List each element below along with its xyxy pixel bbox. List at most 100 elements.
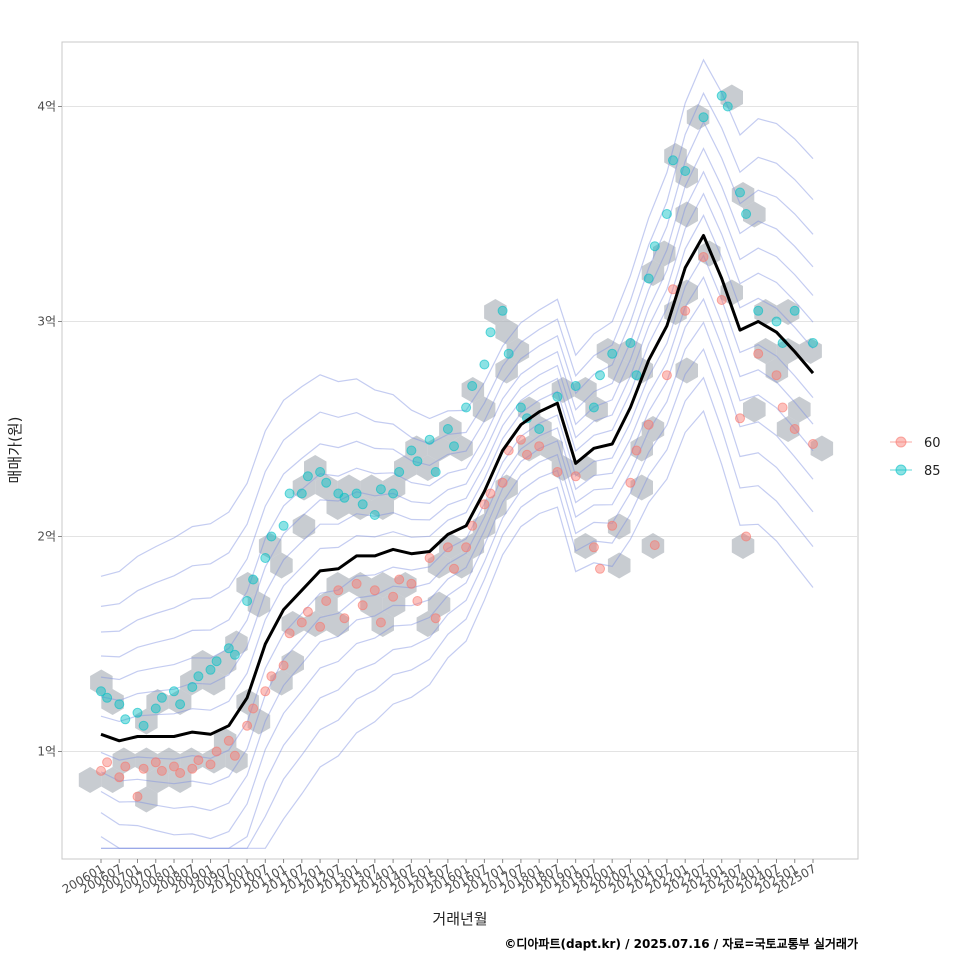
data-point-60 xyxy=(120,761,131,772)
data-point-60 xyxy=(631,445,642,456)
data-point-85 xyxy=(120,714,131,725)
data-point-85 xyxy=(461,402,472,413)
hex-bin xyxy=(743,201,766,228)
data-point-60 xyxy=(156,765,167,776)
data-point-60 xyxy=(479,499,490,510)
data-point-85 xyxy=(150,703,161,714)
data-point-85 xyxy=(296,488,307,499)
data-point-85 xyxy=(138,720,149,731)
data-point-60 xyxy=(260,686,271,697)
data-point-85 xyxy=(722,101,733,112)
density-contour xyxy=(100,297,814,812)
hex-bin xyxy=(585,396,608,423)
data-point-85 xyxy=(735,187,745,198)
hex-bin xyxy=(371,611,394,637)
data-point-85 xyxy=(114,699,125,710)
hex-bin xyxy=(495,357,518,384)
density-contours xyxy=(100,58,814,849)
data-point-85 xyxy=(741,209,752,219)
data-point-60 xyxy=(339,613,350,624)
data-point-60 xyxy=(150,757,161,768)
data-point-60 xyxy=(661,370,672,381)
data-point-85 xyxy=(668,155,678,166)
data-point-85 xyxy=(442,424,453,434)
data-point-60 xyxy=(266,671,277,682)
data-point-85 xyxy=(771,316,782,327)
hex-bin xyxy=(315,591,338,618)
hex-bin xyxy=(495,318,518,345)
hex-bin xyxy=(326,494,349,520)
data-point-60 xyxy=(229,750,240,761)
data-point-60 xyxy=(741,531,752,542)
data-point-60 xyxy=(534,441,545,452)
hex-bin xyxy=(472,513,496,540)
data-point-60 xyxy=(412,596,423,606)
density-contour xyxy=(100,170,814,681)
density-contour xyxy=(100,120,814,633)
hex-bin xyxy=(776,416,800,442)
data-point-85 xyxy=(248,574,259,585)
data-point-85 xyxy=(449,441,459,452)
density-contour xyxy=(100,91,814,607)
data-point-85 xyxy=(242,596,253,606)
data-point-85 xyxy=(625,338,636,348)
density-contour xyxy=(101,376,814,849)
data-point-60 xyxy=(333,585,344,596)
data-point-85 xyxy=(169,686,179,697)
data-point-85 xyxy=(588,402,599,413)
trend-line xyxy=(100,234,815,743)
data-point-85 xyxy=(552,391,563,402)
hex-bin xyxy=(371,572,394,598)
legend-label-85: 85 xyxy=(924,464,941,479)
hex-bin xyxy=(731,533,755,559)
data-point-60 xyxy=(461,542,472,553)
data-point-60 xyxy=(211,746,222,757)
data-point-85 xyxy=(680,166,691,176)
data-point-60 xyxy=(430,613,441,624)
data-point-85 xyxy=(753,305,764,316)
data-point-85 xyxy=(430,467,441,477)
hex-bin xyxy=(247,708,271,735)
data-point-85 xyxy=(467,381,478,391)
data-point-60 xyxy=(394,574,405,585)
hex-bin xyxy=(394,455,417,481)
data-point-60 xyxy=(223,735,234,746)
data-point-85 xyxy=(315,467,326,477)
hex-bin xyxy=(360,591,383,618)
data-point-85 xyxy=(375,484,386,495)
data-point-60 xyxy=(552,467,563,477)
data-point-60 xyxy=(357,600,368,611)
hex-bin xyxy=(202,669,226,696)
hex-bin xyxy=(225,630,248,657)
data-point-85 xyxy=(193,671,204,682)
data-point-60 xyxy=(296,617,307,628)
data-point-85 xyxy=(515,402,526,413)
trend-line-group xyxy=(100,234,815,743)
data-point-60 xyxy=(497,477,508,488)
y-tick-label: 2억 xyxy=(37,530,56,544)
data-point-85 xyxy=(631,370,642,381)
data-point-85 xyxy=(321,477,332,488)
hex-bin xyxy=(776,299,800,325)
hex-bin xyxy=(349,572,372,598)
hex-bin xyxy=(810,435,834,462)
hex-bin xyxy=(607,513,631,540)
data-point-85 xyxy=(789,305,800,316)
hex-bin xyxy=(799,338,822,364)
data-point-85 xyxy=(357,499,368,510)
data-point-85 xyxy=(260,553,271,563)
hex-bin xyxy=(630,474,653,501)
hex-bin xyxy=(168,767,192,793)
legend-label-60: 60 xyxy=(924,436,941,451)
data-point-60 xyxy=(102,757,113,768)
data-point-85 xyxy=(661,209,672,219)
data-point-60 xyxy=(485,488,496,499)
data-point-60 xyxy=(680,305,691,316)
data-point-60 xyxy=(625,477,636,488)
hex-bin xyxy=(641,533,665,559)
hex-bin xyxy=(135,708,158,735)
data-point-60 xyxy=(643,419,654,430)
data-point-85 xyxy=(479,359,490,370)
hex-bin xyxy=(551,455,575,481)
